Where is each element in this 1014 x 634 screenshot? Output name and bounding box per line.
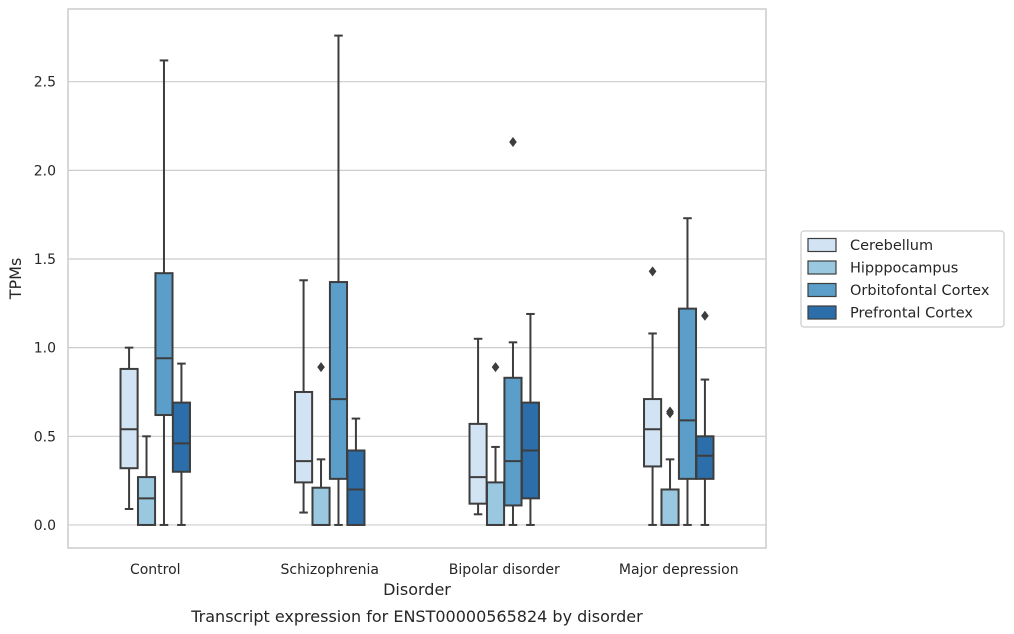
x-tick-label: Control [130, 562, 181, 578]
legend-swatch [807, 260, 837, 275]
box-orbitofontal-cortex-major-depression [677, 217, 698, 526]
outlier-point [666, 406, 674, 417]
legend-swatch [807, 282, 837, 298]
y-tick-label: 1.0 [34, 341, 56, 357]
iqr-box [294, 390, 314, 484]
plot-area-frame [67, 8, 767, 549]
iqr-box [328, 281, 349, 480]
y-tick-label: 2.5 [34, 75, 56, 91]
outlier-point [509, 136, 517, 148]
x-tick-label: Bipolar disorder [449, 562, 560, 578]
box-hipppocampus-schizophrenia [311, 362, 331, 526]
legend: Cerebellum Hipppocampus Orbitofontal Corte… [800, 230, 1005, 328]
outlier-point [701, 310, 709, 321]
y-axis-title: TPMs [6, 258, 25, 301]
y-tick-label: 0.5 [34, 429, 56, 445]
outlier-point [648, 266, 657, 277]
iqr-box [660, 488, 680, 526]
box-orbitofontal-cortex-control [154, 59, 174, 526]
iqr-box [346, 449, 366, 526]
x-axis-title: Disorder [383, 580, 451, 599]
box-hipppocampus-major-depression [660, 406, 680, 526]
iqr-box [695, 435, 715, 480]
box-cerebellum-schizophrenia [294, 279, 314, 514]
box-prefrontal-cortex-bipolar-disorder [520, 312, 540, 526]
iqr-box [171, 401, 191, 473]
legend-frame [800, 230, 1005, 328]
box-orbitofontal-cortex-bipolar-disorder [503, 136, 523, 526]
outlier-point [317, 362, 325, 373]
y-tick-label: 0.0 [34, 518, 56, 534]
outlier-point [491, 362, 500, 373]
iqr-box [119, 367, 139, 470]
x-tick-label: Schizophrenia [281, 562, 379, 578]
box-cerebellum-major-depression [643, 266, 663, 526]
iqr-box [311, 486, 331, 526]
iqr-box [503, 376, 523, 507]
x-tick-label: Major depression [619, 562, 739, 578]
legend-label: Hipppocampus [850, 261, 958, 277]
legend-swatch [807, 237, 837, 253]
iqr-box [136, 476, 157, 526]
box-orbitofontal-cortex-schizophrenia [328, 34, 349, 526]
x-tick-labels: Control Schizophrenia Bipolar disorder Majo… [130, 562, 739, 578]
box-cerebellum-bipolar-disorder [468, 337, 488, 516]
iqr-box [677, 307, 698, 480]
iqr-box [643, 398, 663, 468]
legend-swatch [807, 305, 837, 320]
y-tick-labels: 0.0 0.5 1.0 1.5 2.0 2.5 [34, 75, 56, 534]
iqr-box [154, 272, 174, 417]
box-prefrontal-cortex-major-depression [695, 310, 715, 526]
box-prefrontal-cortex-control [171, 362, 191, 526]
iqr-box [468, 422, 488, 505]
box-prefrontal-cortex-schizophrenia [346, 417, 366, 526]
legend-label: Cerebellum [850, 238, 933, 254]
iqr-box [485, 481, 506, 526]
box-hipppocampus-control [136, 435, 157, 526]
chart-caption: Transcript expression for ENST0000056582… [190, 607, 643, 626]
legend-label: Orbitofontal Cortex [850, 283, 990, 299]
box-hipppocampus-bipolar-disorder [485, 362, 506, 526]
y-tick-label: 1.5 [34, 252, 56, 268]
legend-label: Prefrontal Cortex [850, 306, 973, 322]
box-marks [119, 34, 715, 526]
box-cerebellum-control [119, 346, 139, 510]
y-tick-label: 2.0 [34, 163, 56, 179]
